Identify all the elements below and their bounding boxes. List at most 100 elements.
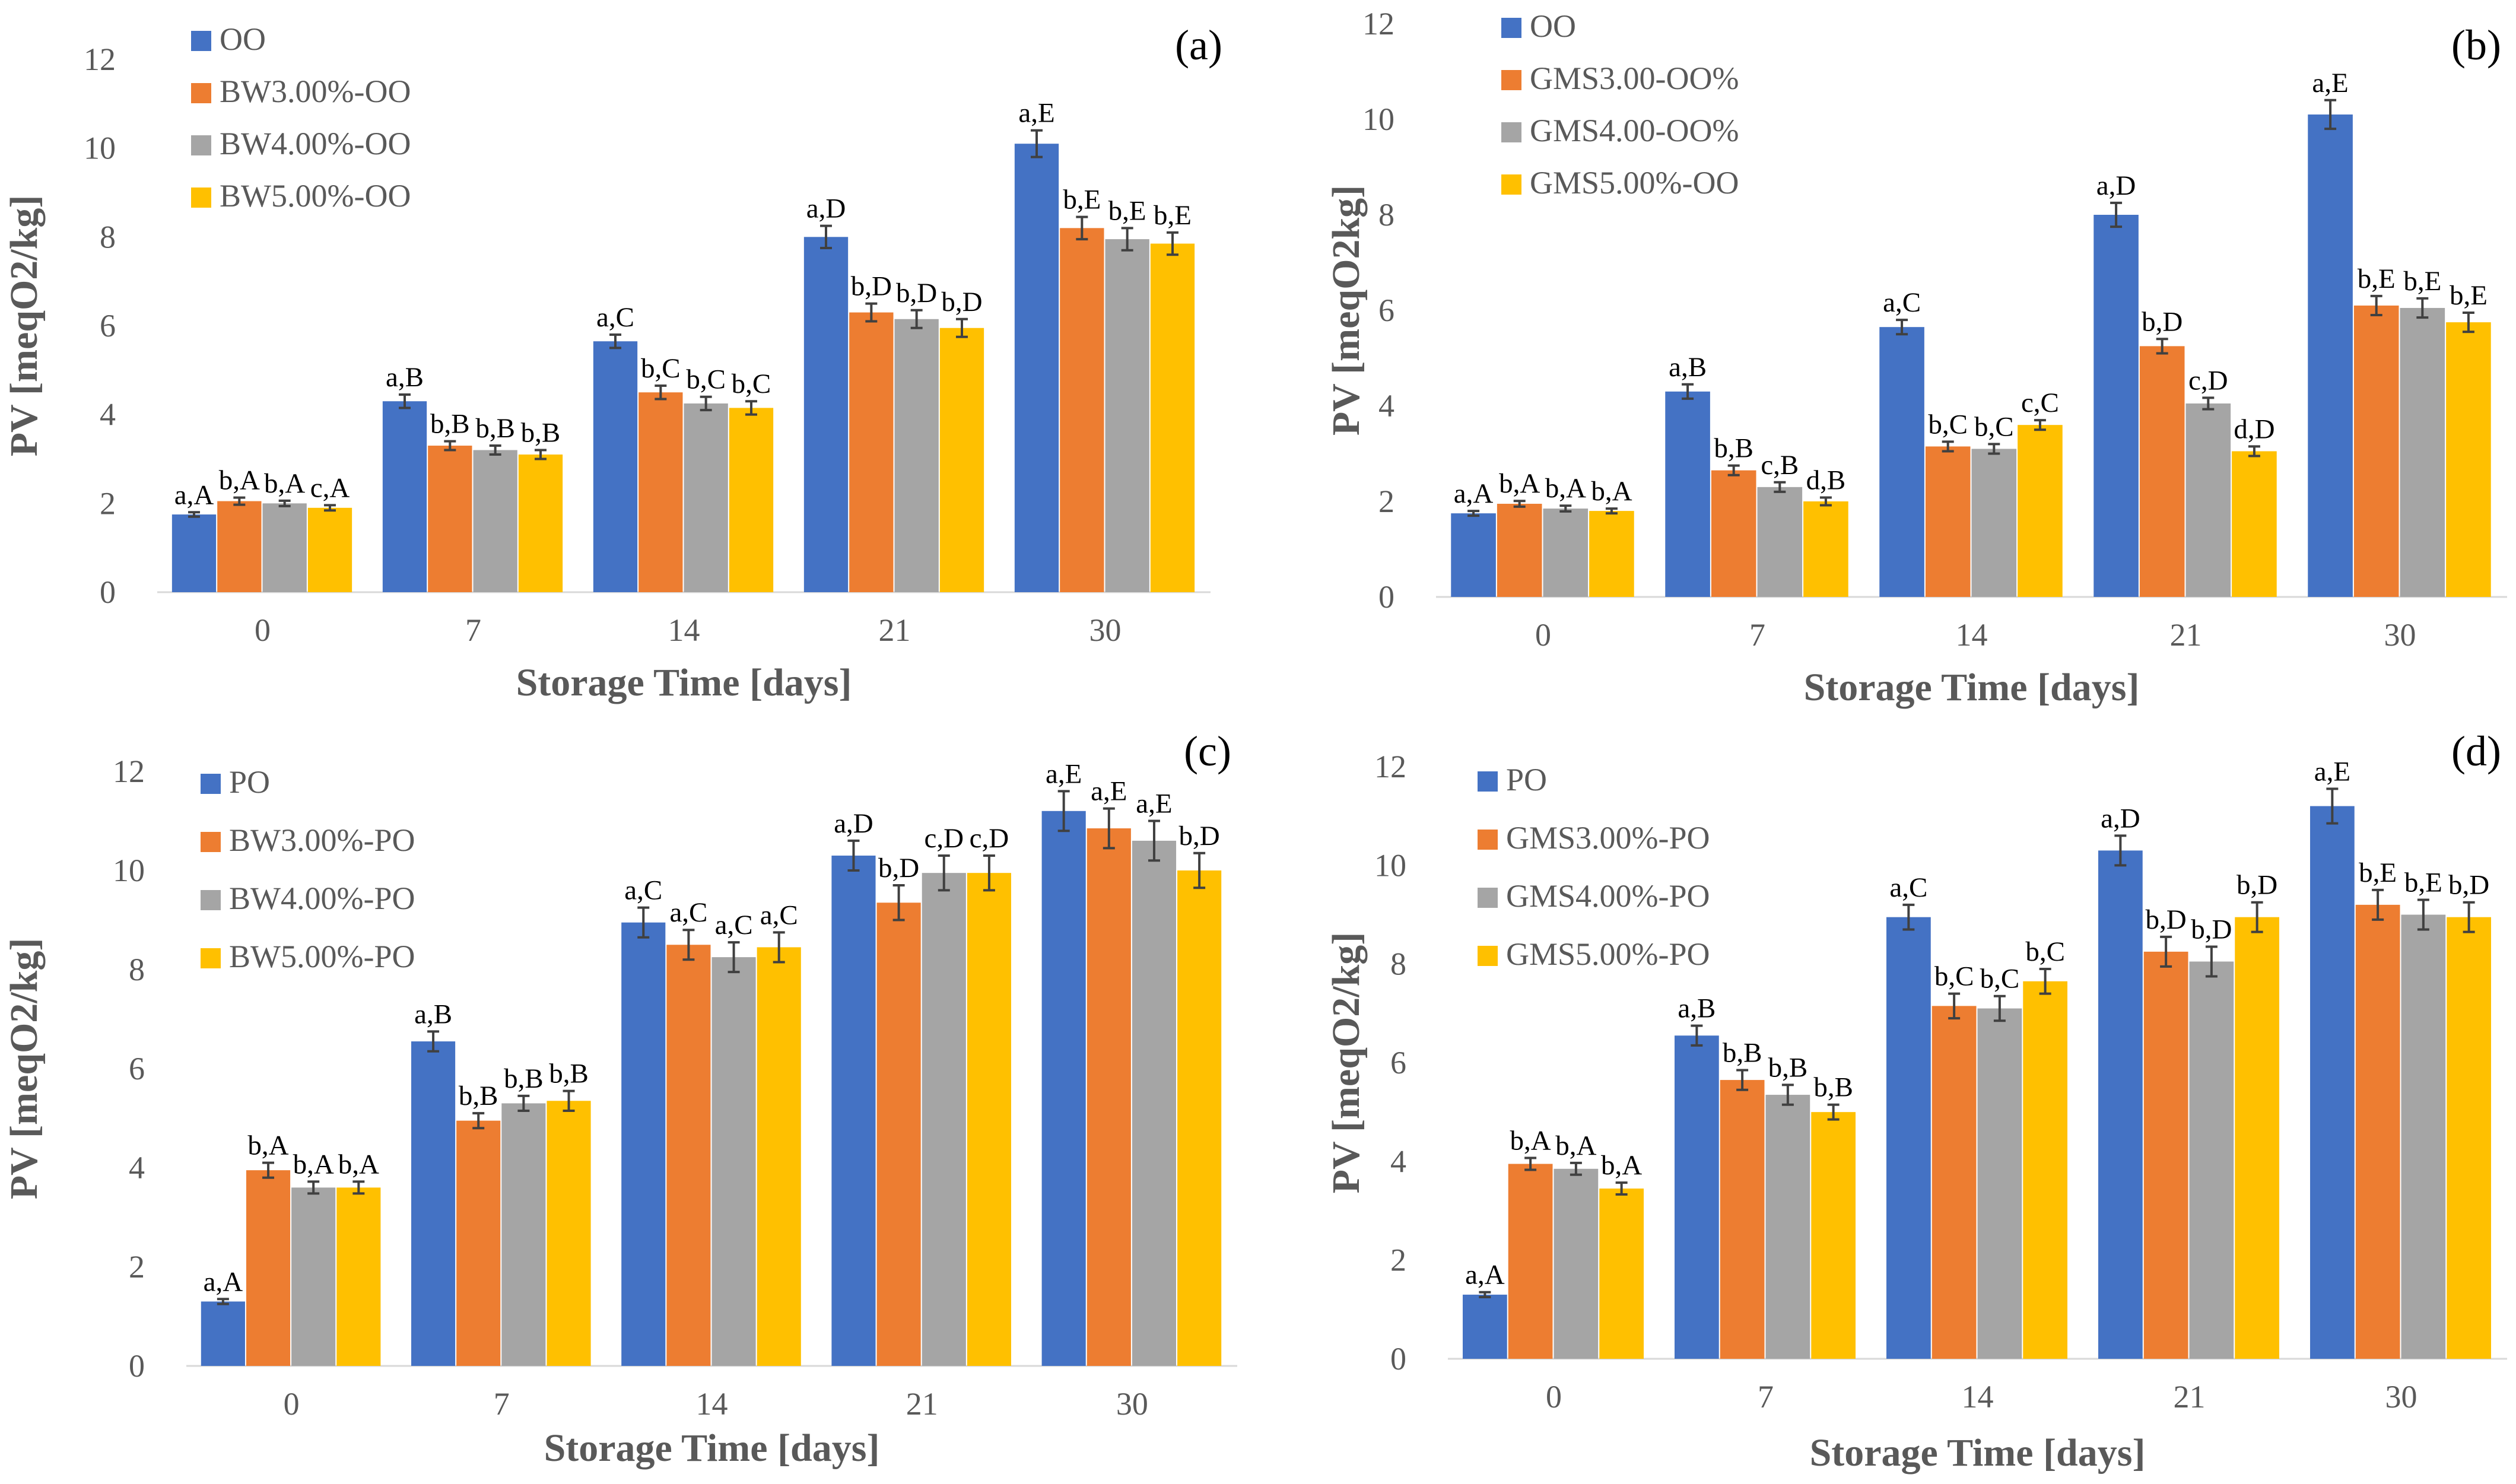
significance-label: b,B	[1714, 433, 1753, 464]
bar	[1132, 840, 1177, 1366]
y-tick-label: 2	[1390, 1243, 1406, 1278]
significance-label: a,E	[1046, 758, 1082, 789]
bar	[1177, 870, 1222, 1366]
bar	[1932, 1006, 1977, 1359]
bar	[2023, 981, 2068, 1359]
x-axis-title: Storage Time [days]	[544, 1426, 880, 1470]
panel-label: (b)	[2451, 21, 2501, 69]
significance-label: c,D	[970, 823, 1009, 854]
significance-label: b,D	[2142, 306, 2183, 337]
legend-label: GMS5.00%-PO	[1506, 936, 1710, 972]
x-tick-label: 21	[879, 612, 911, 648]
bar	[1462, 1294, 1507, 1359]
significance-label: c,D	[2188, 365, 2228, 396]
panel-label: (c)	[1184, 727, 1231, 775]
bar	[2353, 305, 2399, 597]
bar	[849, 312, 894, 592]
legend-swatch	[191, 31, 211, 51]
significance-label: b,A	[247, 1130, 288, 1161]
y-tick-label: 10	[113, 853, 145, 888]
bar	[1803, 501, 1848, 597]
legend-swatch	[1501, 174, 1521, 195]
significance-label: b,D	[851, 271, 892, 302]
significance-label: b,E	[2358, 263, 2396, 294]
x-tick-label: 0	[1535, 617, 1551, 653]
significance-label: a,C	[760, 900, 798, 930]
significance-label: b,C	[686, 364, 726, 395]
significance-label: b,D	[2448, 870, 2489, 901]
legend-swatch	[1501, 18, 1521, 38]
bar	[1554, 1168, 1599, 1359]
significance-label: b,C	[1934, 961, 1974, 992]
significance-label: d,D	[2234, 414, 2274, 444]
bar	[1925, 446, 1971, 597]
legend-swatch	[1478, 946, 1498, 966]
bar	[2401, 914, 2446, 1359]
legend-label: PO	[1506, 762, 1547, 797]
legend-label: BW3.00%-PO	[229, 822, 415, 858]
significance-label: a,A	[1454, 478, 1494, 509]
bar	[1014, 144, 1059, 592]
bar	[1087, 828, 1131, 1366]
y-tick-label: 6	[1390, 1045, 1406, 1081]
significance-label: b,A	[264, 468, 305, 499]
bar	[2232, 451, 2277, 597]
significance-label: c,B	[1761, 450, 1799, 481]
significance-label: a,C	[596, 302, 634, 333]
bar	[1757, 487, 1803, 597]
y-tick-label: 2	[129, 1249, 145, 1285]
y-tick-label: 12	[1362, 6, 1394, 42]
bar	[2355, 904, 2400, 1359]
significance-label: a,D	[2096, 170, 2136, 201]
bar	[1508, 1164, 1553, 1359]
x-tick-label: 7	[494, 1386, 510, 1422]
bar	[518, 455, 563, 592]
x-tick-label: 0	[255, 612, 271, 648]
y-tick-label: 0	[1390, 1341, 1406, 1377]
x-tick-label: 30	[2384, 617, 2416, 653]
legend-swatch	[1478, 771, 1498, 792]
bar	[922, 873, 966, 1366]
bar	[2189, 961, 2234, 1359]
bar	[201, 1301, 245, 1366]
bar	[1105, 239, 1149, 592]
significance-label: a,E	[1018, 98, 1054, 129]
y-tick-label: 6	[129, 1051, 145, 1086]
bar	[171, 514, 217, 592]
legend-label: GMS5.00%-OO	[1530, 165, 1739, 201]
y-tick-label: 12	[1374, 749, 1406, 784]
x-axis-title: Storage Time [days]	[1810, 1431, 2146, 1475]
bar	[1971, 449, 2017, 597]
bar	[1041, 811, 1086, 1366]
bar	[2235, 917, 2280, 1359]
significance-label: a,E	[1091, 776, 1127, 807]
x-tick-label: 30	[1116, 1386, 1148, 1422]
x-tick-label: 14	[696, 1386, 728, 1422]
x-tick-label: 14	[1956, 617, 1988, 653]
bar	[621, 922, 666, 1366]
bar	[2400, 307, 2445, 597]
bar	[666, 945, 711, 1366]
bar	[2139, 346, 2185, 597]
bar	[1150, 243, 1195, 592]
significance-label: b,E	[1063, 185, 1101, 215]
bar	[2098, 850, 2143, 1359]
legend-label: OO	[1530, 8, 1576, 44]
legend-label: BW5.00%-PO	[229, 939, 415, 974]
y-tick-label: 4	[100, 397, 116, 433]
y-tick-label: 4	[1390, 1143, 1406, 1179]
x-tick-label: 21	[2174, 1379, 2206, 1415]
y-tick-label: 2	[1378, 484, 1394, 519]
significance-label: b,B	[504, 1063, 544, 1094]
bar	[967, 873, 1012, 1366]
bar	[1674, 1035, 1719, 1359]
significance-label: b,D	[941, 287, 982, 317]
bar	[1543, 509, 1589, 597]
x-tick-label: 7	[465, 612, 481, 648]
y-axis-title: PV [meqO2/kg]	[2, 938, 46, 1200]
legend-swatch	[191, 188, 211, 208]
significance-label: a,E	[2314, 756, 2350, 787]
legend-swatch	[191, 135, 211, 155]
bar	[831, 855, 876, 1366]
